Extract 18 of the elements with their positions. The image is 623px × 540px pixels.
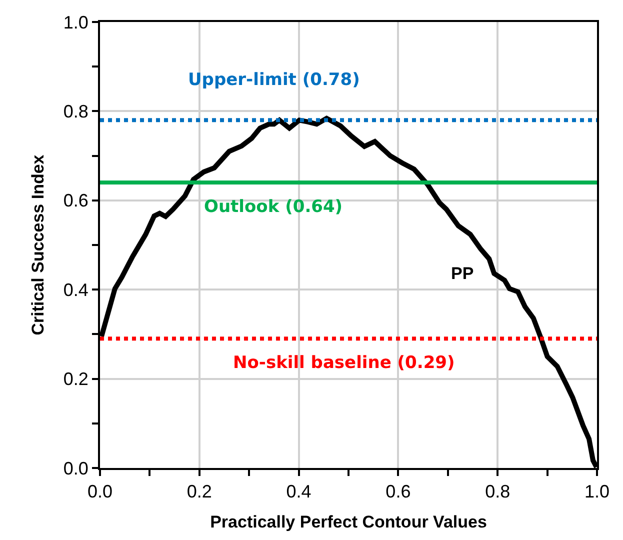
x-tick-label: 0.0 [87,482,113,502]
x-tick-label: 1.0 [584,482,610,502]
y-tick-label: 0.0 [63,458,88,478]
x-tick-label: 0.2 [186,482,212,502]
y-tick-label: 0.2 [63,369,88,390]
ref-line-label: Outlook (0.64) [204,197,343,217]
y-axis-title: Critical Success Index [28,154,48,336]
y-tick-label: 0.4 [63,280,88,300]
ref-line-label: Upper-limit (0.78) [188,70,360,90]
x-tick-label: 0.6 [386,482,411,502]
x-axis-title: Practically Perfect Contour Values [210,512,487,532]
series-label: PP [451,264,474,283]
y-tick-label: 0.8 [63,102,88,122]
ref-line-label: No-skill baseline (0.29) [233,353,455,373]
x-tick-label: 0.4 [286,482,312,502]
y-tick-label: 0.6 [63,190,88,211]
x-tick-label: 0.8 [485,482,510,502]
y-tick-label: 1.0 [63,12,88,32]
